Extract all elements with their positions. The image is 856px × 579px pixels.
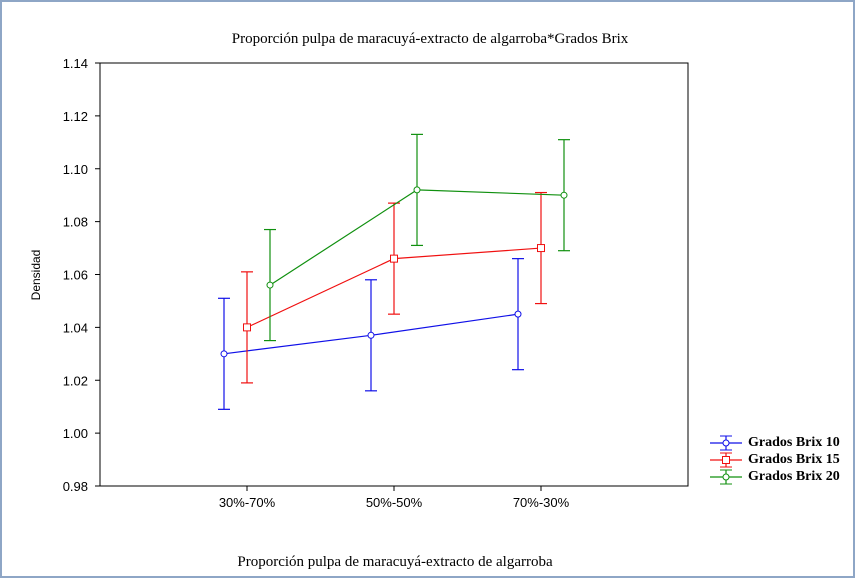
- legend-marker: [722, 473, 730, 481]
- y-tick-label: 1.04: [63, 320, 88, 335]
- x-axis-title: Proporción pulpa de maracuyá-extracto de…: [237, 554, 553, 570]
- y-tick-label: 1.06: [63, 268, 88, 283]
- y-tick-label: 1.08: [63, 215, 88, 230]
- legend: Grados Brix 10 Grados Brix 15 Grados Brix …: [708, 435, 848, 486]
- point: [220, 350, 228, 358]
- legend-marker: [722, 456, 730, 464]
- legend-icon: [710, 469, 742, 485]
- x-tick-label: 50%-50%: [366, 495, 423, 510]
- legend-item: Grados Brix 20: [708, 469, 848, 485]
- legend-label: Grados Brix 10: [748, 435, 840, 450]
- legend-icon: [710, 435, 742, 451]
- x-tick-label: 70%-30%: [513, 495, 570, 510]
- legend-label: Grados Brix 15: [748, 452, 840, 467]
- y-axis-title: Densidad: [29, 250, 43, 301]
- y-tick-label: 1.00: [63, 426, 88, 441]
- series: [218, 258, 524, 410]
- legend-marker: [722, 439, 730, 447]
- y-tick-label: 0.98: [63, 479, 88, 494]
- legend-item: Grados Brix 10: [708, 435, 848, 451]
- y-tick-label: 1.12: [63, 109, 88, 124]
- y-tick-label: 1.10: [63, 162, 88, 177]
- y-tick-label: 1.14: [63, 56, 88, 71]
- point: [560, 191, 568, 199]
- series: [241, 191, 547, 384]
- point: [514, 310, 522, 318]
- legend-icon: [710, 452, 742, 468]
- point: [243, 323, 251, 332]
- point: [266, 281, 274, 289]
- y-tick-label: 1.02: [63, 373, 88, 388]
- point: [537, 244, 545, 253]
- point: [390, 254, 398, 263]
- legend-label: Grados Brix 20: [748, 469, 840, 484]
- x-tick-label: 30%-70%: [219, 495, 276, 510]
- series: [264, 133, 570, 342]
- legend-item: Grados Brix 15: [708, 452, 848, 468]
- point: [367, 331, 375, 339]
- chart-title: Proporción pulpa de maracuyá-extracto de…: [232, 31, 629, 47]
- point: [413, 186, 421, 194]
